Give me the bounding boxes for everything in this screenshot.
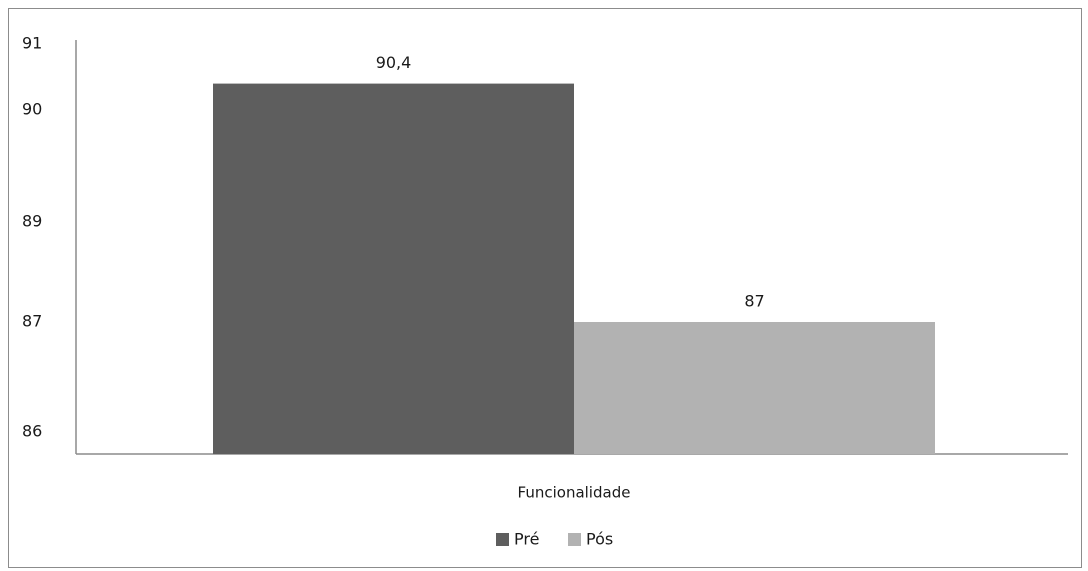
y-tick-label: 90 (22, 100, 42, 119)
bar-pre (213, 83, 574, 454)
y-tick-label: 87 (22, 312, 42, 331)
data-label: 87 (744, 292, 764, 311)
y-tick-label: 91 (22, 34, 42, 53)
data-label: 90,4 (376, 53, 412, 72)
y-tick-label: 89 (22, 212, 42, 231)
bars (213, 83, 935, 454)
bar-pos (574, 322, 935, 454)
y-tick-label: 86 (22, 422, 42, 441)
legend-swatch (568, 533, 581, 546)
legend-label: Pré (514, 530, 539, 549)
x-category-label: Funcionalidade (518, 484, 631, 502)
legend-swatch (496, 533, 509, 546)
labels: 91 90 89 87 86 90,4 87 Funcionalidade (22, 34, 765, 502)
legend-label: Pós (586, 530, 613, 549)
legend: Pré Pós (496, 530, 613, 549)
